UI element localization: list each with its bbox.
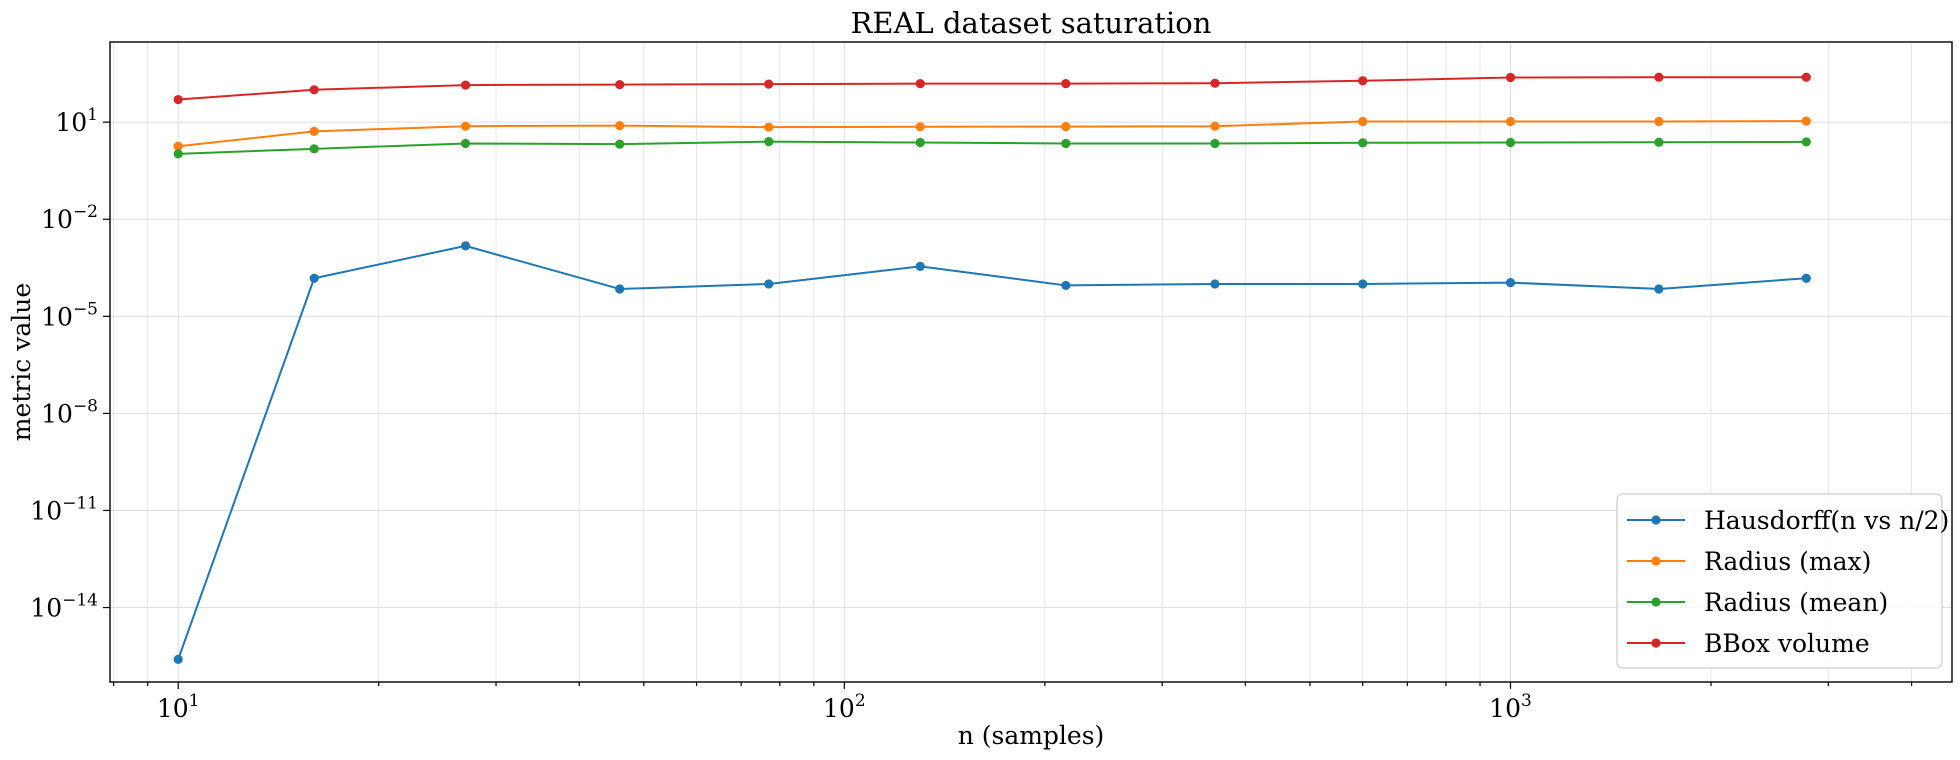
legend-marker — [1651, 556, 1661, 566]
legend-box — [1616, 493, 1943, 669]
data-point — [309, 144, 319, 154]
legend-marker — [1651, 515, 1661, 525]
data-point — [1654, 284, 1664, 294]
data-point — [1654, 72, 1664, 82]
series-line — [178, 120, 1807, 148]
data-point — [615, 284, 625, 294]
legend: Hausdorff(n vs n/2) Radius (max) Radius (m… — [1616, 493, 1949, 669]
data-point — [1358, 138, 1368, 148]
data-point — [764, 79, 774, 89]
series-line — [178, 140, 1807, 155]
data-point — [1210, 121, 1220, 131]
data-point — [309, 126, 319, 136]
y-tick-label: 101 — [55, 105, 98, 137]
y-tick-label: 10−5 — [41, 299, 98, 331]
x-tick-label: 101 — [157, 691, 200, 723]
data-point — [1505, 116, 1516, 127]
data-point — [460, 80, 471, 90]
data-point — [460, 121, 471, 131]
data-point — [173, 654, 183, 664]
data-point — [764, 122, 774, 132]
legend-label: BBox volume — [1704, 629, 1870, 658]
data-point — [460, 138, 471, 149]
data-point — [615, 121, 625, 131]
data-point — [1061, 138, 1071, 149]
data-point — [173, 149, 183, 159]
y-tick-label: 10−8 — [41, 396, 98, 428]
series-bbox-volume — [173, 72, 1811, 105]
legend-label: Radius (mean) — [1704, 588, 1888, 617]
x-axis-label: n (samples) — [958, 721, 1105, 750]
data-point — [1505, 137, 1516, 148]
legend-marker — [1651, 638, 1661, 648]
data-point — [915, 79, 925, 89]
series-hausdorff-n-vs-n-2 — [173, 241, 1811, 664]
data-point — [1210, 78, 1220, 88]
y-axis-label: metric value — [7, 283, 36, 441]
data-point — [915, 122, 925, 132]
data-point — [1654, 116, 1664, 127]
data-point — [173, 94, 183, 105]
series-line — [178, 76, 1807, 101]
data-point — [1358, 76, 1368, 86]
data-point — [1801, 137, 1811, 147]
series-radius-max — [173, 116, 1811, 151]
data-point — [1801, 72, 1811, 82]
data-point — [309, 85, 319, 95]
plot-frame — [109, 41, 1953, 683]
data-point — [309, 273, 319, 283]
legend-label: Hausdorff(n vs n/2) — [1704, 506, 1949, 535]
data-point — [1358, 116, 1368, 127]
data-point — [764, 137, 774, 147]
series-radius-mean — [173, 137, 1811, 159]
y-tick-label: 10−2 — [41, 202, 98, 234]
data-point — [460, 241, 471, 251]
data-point — [615, 79, 625, 90]
series-layer — [173, 72, 1811, 664]
data-point — [1061, 121, 1071, 132]
data-point — [915, 261, 925, 271]
legend-marker — [1651, 597, 1661, 607]
legend-label: Radius (max) — [1704, 547, 1871, 576]
data-point — [764, 279, 774, 289]
data-point — [1358, 279, 1368, 289]
data-point — [1801, 273, 1811, 283]
data-point — [173, 141, 183, 151]
data-point — [915, 137, 925, 148]
ticks: 101 102 103 101 10−2 10−5 10−8 10−11 10−14 — [30, 105, 1913, 723]
data-point — [1061, 79, 1071, 89]
y-tick-label: 10−14 — [30, 591, 98, 623]
data-point — [615, 139, 625, 149]
data-point — [1505, 278, 1516, 288]
series-line — [177, 244, 1807, 660]
data-point — [1505, 72, 1516, 83]
x-tick-label: 103 — [1489, 691, 1532, 723]
chart-title: REAL dataset saturation — [851, 6, 1212, 40]
data-point — [1210, 138, 1220, 149]
data-point — [1801, 116, 1811, 126]
y-tick-label: 10−11 — [30, 493, 98, 525]
data-point — [1654, 137, 1664, 147]
x-tick-label: 102 — [823, 691, 866, 723]
data-point — [1210, 279, 1220, 289]
data-point — [1061, 280, 1071, 291]
